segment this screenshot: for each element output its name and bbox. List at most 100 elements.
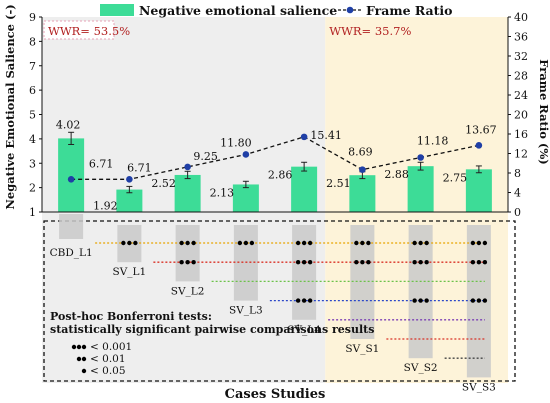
significance-dot bbox=[476, 240, 482, 246]
bar-value-label: 2.88 bbox=[384, 168, 409, 181]
case-label: CBD_L1 bbox=[50, 247, 93, 259]
comparison-subtitle: statistically significant pairwise compa… bbox=[50, 323, 374, 336]
bar bbox=[174, 174, 201, 212]
y-tick-label: 2 bbox=[29, 182, 36, 195]
significance-dot bbox=[127, 240, 132, 246]
significance-dot bbox=[191, 240, 196, 246]
bar bbox=[407, 166, 434, 212]
significance-dot bbox=[249, 240, 255, 246]
y-axis-title: Negative Emotional Salience (-) bbox=[3, 4, 17, 209]
significance-dot bbox=[470, 240, 476, 246]
y-tick-label: 6 bbox=[29, 84, 36, 97]
significance-dot bbox=[476, 260, 482, 265]
significance-dot bbox=[360, 240, 365, 246]
y2-tick-label: 4 bbox=[514, 187, 521, 200]
significance-dot bbox=[121, 240, 126, 246]
y2-tick-label: 12 bbox=[514, 148, 528, 161]
bar-value-label: 2.13 bbox=[210, 186, 235, 199]
significance-dot bbox=[424, 260, 429, 265]
bar-value-label: 1.92 bbox=[93, 200, 118, 213]
key-label: < 0.05 bbox=[90, 365, 126, 377]
significance-dot bbox=[418, 298, 423, 303]
frame-ratio-point bbox=[300, 133, 308, 141]
bar bbox=[465, 169, 492, 212]
significance-dot bbox=[307, 260, 313, 265]
frame-ratio-label: 8.69 bbox=[348, 146, 373, 159]
key-label: < 0.01 bbox=[90, 353, 126, 365]
x-axis-title: Cases Studies bbox=[225, 387, 326, 402]
bar bbox=[232, 184, 259, 212]
significance-dot bbox=[295, 240, 301, 246]
significance-dot bbox=[307, 240, 313, 246]
frame-ratio-point bbox=[242, 151, 250, 158]
bar-value-label: 2.75 bbox=[443, 171, 468, 184]
frame-ratio-point bbox=[67, 175, 75, 183]
key-dot bbox=[81, 344, 87, 350]
frame-ratio-point bbox=[184, 163, 191, 171]
key-dot bbox=[76, 344, 82, 350]
significance-dot bbox=[301, 260, 307, 265]
bar bbox=[116, 189, 143, 212]
comparison-title: Post-hoc Bonferroni tests: bbox=[50, 310, 212, 323]
case-label: SV_L4 bbox=[287, 324, 321, 336]
significance-dot bbox=[418, 240, 423, 246]
legend-marker bbox=[346, 6, 354, 14]
y2-tick-label: 16 bbox=[514, 128, 528, 141]
key-dot bbox=[71, 344, 77, 350]
key-label: < 0.001 bbox=[90, 341, 132, 353]
key-dot bbox=[81, 356, 87, 362]
frame-ratio-label: 11.18 bbox=[417, 134, 449, 147]
case-column bbox=[292, 225, 317, 320]
y2-tick-label: 32 bbox=[514, 50, 528, 63]
region-label: WWR= 35.7% bbox=[329, 24, 411, 38]
case-column bbox=[175, 225, 200, 282]
significance-dot bbox=[412, 298, 417, 303]
significance-dot bbox=[301, 240, 307, 246]
frame-ratio-label: 11.80 bbox=[220, 136, 252, 149]
frame-ratio-label: 9.25 bbox=[193, 150, 218, 163]
significance-dot bbox=[366, 240, 371, 246]
significance-dot bbox=[354, 260, 359, 265]
y2-tick-label: 28 bbox=[514, 70, 528, 83]
significance-dot bbox=[424, 298, 429, 303]
significance-dot bbox=[295, 260, 301, 265]
significance-dot bbox=[470, 298, 476, 303]
significance-dot bbox=[418, 260, 423, 265]
y-tick-label: 3 bbox=[29, 157, 36, 170]
bar bbox=[58, 138, 85, 212]
significance-dot bbox=[301, 298, 307, 303]
bar bbox=[291, 166, 318, 212]
significance-dot bbox=[307, 298, 313, 303]
significance-dot bbox=[482, 260, 488, 265]
significance-dot bbox=[360, 260, 365, 265]
frame-ratio-point bbox=[359, 166, 366, 173]
bar-value-label: 2.86 bbox=[268, 169, 293, 182]
y2-tick-label: 40 bbox=[514, 11, 528, 24]
y-tick-label: 9 bbox=[29, 11, 36, 24]
frame-ratio-point bbox=[475, 142, 483, 149]
case-label: SV_L3 bbox=[229, 305, 263, 317]
significance-dot bbox=[366, 260, 371, 265]
significance-dot bbox=[133, 240, 138, 246]
significance-dot bbox=[412, 240, 417, 246]
significance-dot bbox=[179, 260, 184, 265]
y-tick-label: 5 bbox=[29, 109, 36, 122]
bar-value-label: 2.52 bbox=[151, 177, 176, 190]
comparison-panel: CBD_L1 SV_L1 SV_L2 SV_L3 SV_L4 SV_S1 SV_S2 SV_S… bbox=[43, 214, 516, 393]
significance-dot bbox=[482, 240, 488, 246]
legend-label-line: Frame Ratio bbox=[366, 3, 453, 18]
frame-ratio-point bbox=[417, 154, 424, 161]
frame-ratio-point bbox=[126, 175, 133, 183]
case-label: SV_L1 bbox=[113, 266, 147, 278]
significance-dot bbox=[354, 240, 359, 246]
y2-tick-label: 0 bbox=[514, 206, 521, 219]
significance-dot bbox=[237, 240, 243, 246]
legend-label-bar: Negative emotional salience bbox=[139, 3, 337, 18]
case-label: SV_S2 bbox=[404, 362, 438, 374]
y2-tick-label: 20 bbox=[514, 109, 528, 122]
significance-dot bbox=[470, 260, 476, 265]
frame-ratio-label: 15.41 bbox=[310, 129, 342, 142]
significance-dot bbox=[424, 240, 429, 246]
